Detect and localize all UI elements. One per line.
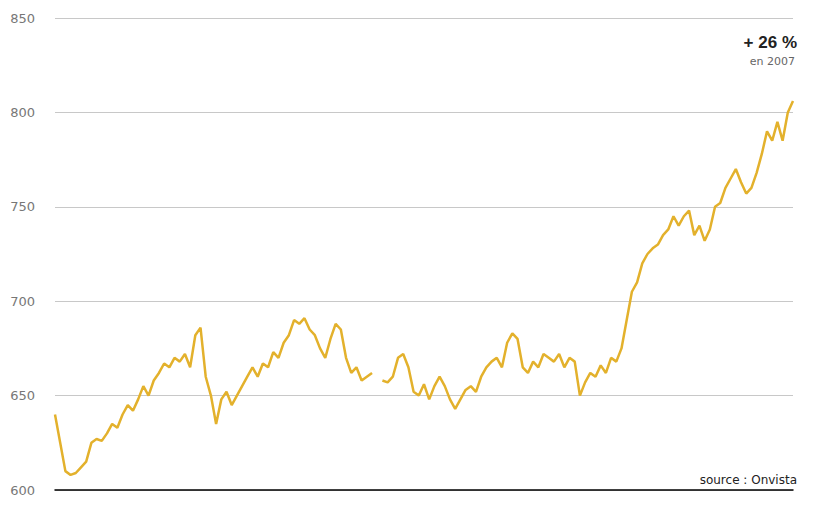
- svg-text:800: 800: [10, 105, 35, 120]
- svg-text:650: 650: [10, 388, 35, 403]
- svg-text:+ 26 %: + 26 %: [744, 33, 797, 52]
- svg-text:750: 750: [10, 199, 35, 214]
- svg-text:850: 850: [10, 11, 35, 26]
- svg-text:en 2007: en 2007: [750, 55, 795, 68]
- svg-text:700: 700: [10, 294, 35, 309]
- svg-text:source : Onvista: source : Onvista: [700, 473, 797, 487]
- svg-text:600: 600: [10, 483, 35, 498]
